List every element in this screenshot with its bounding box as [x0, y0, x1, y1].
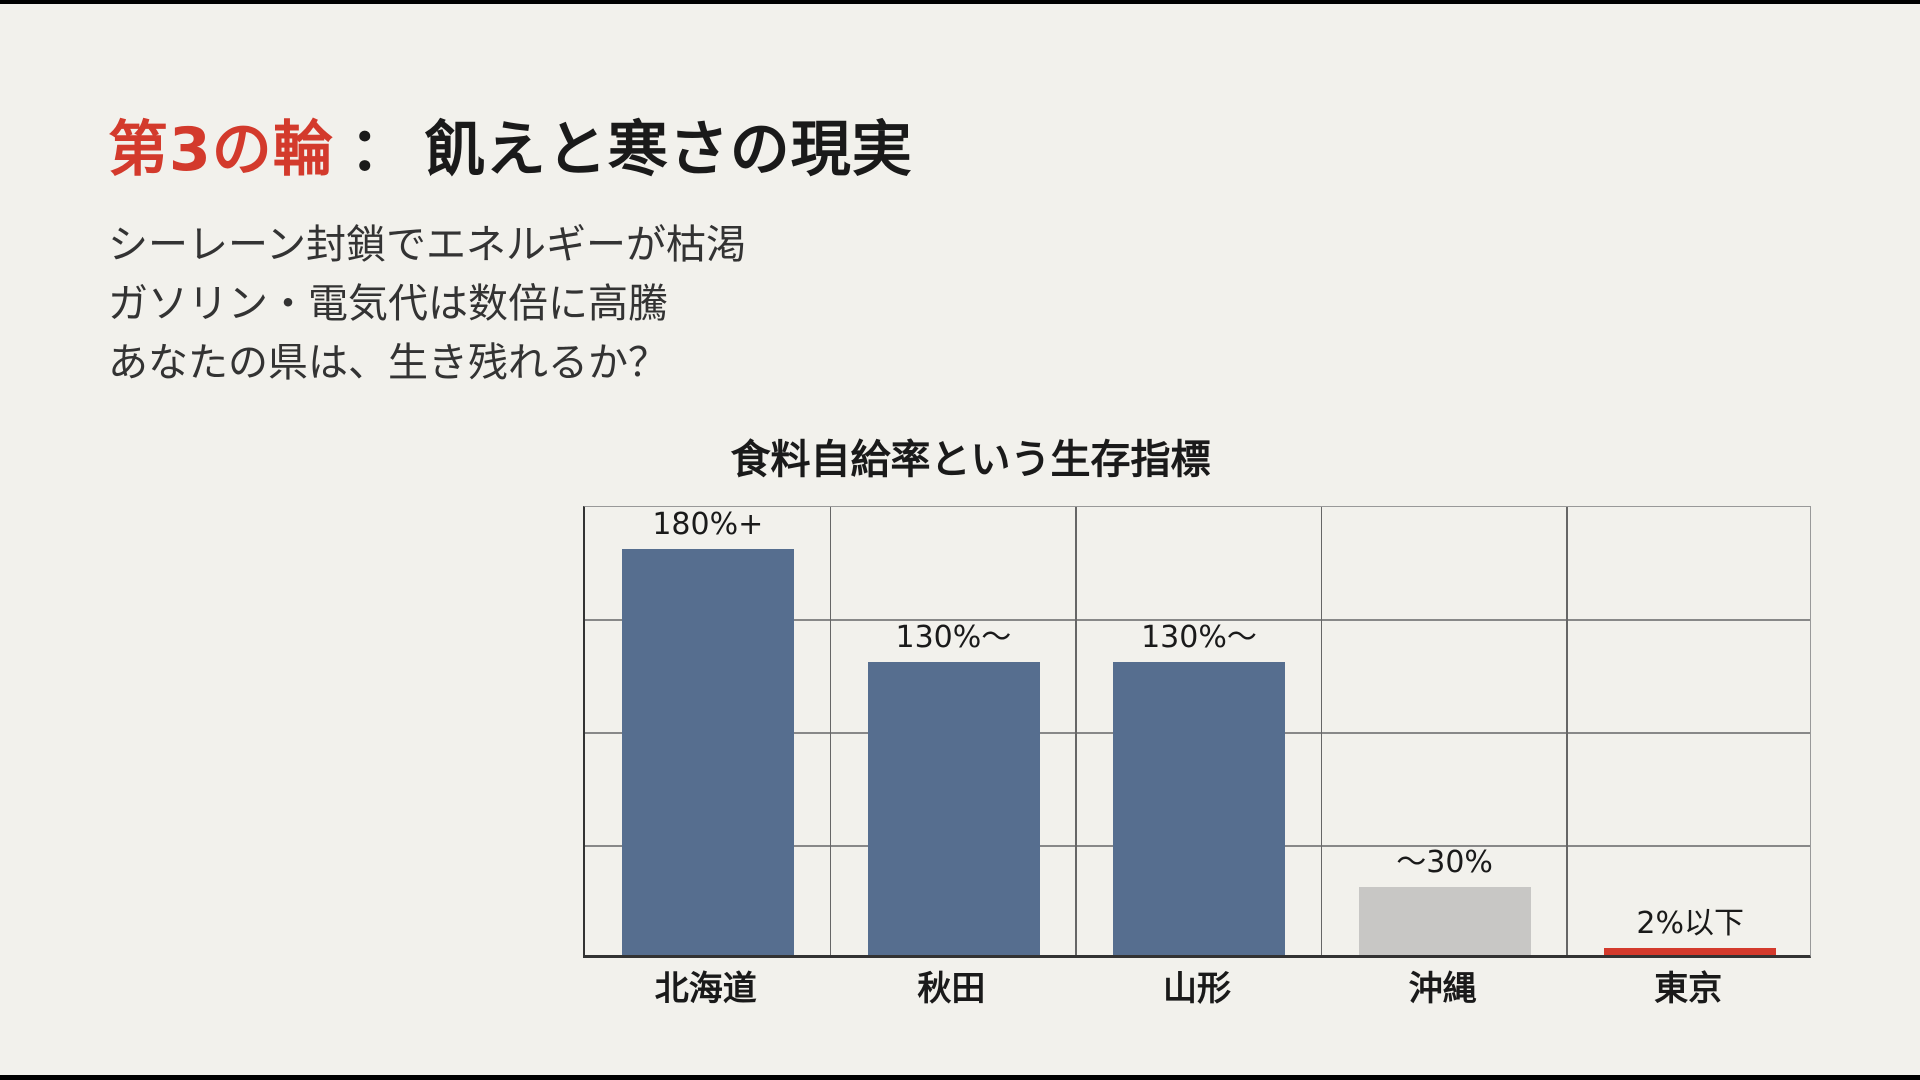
- title-accent: 第3の輪: [108, 115, 334, 185]
- category-label: 東京: [1654, 969, 1723, 1009]
- chart-title: 食料自給率という生存指標: [730, 437, 1211, 483]
- bar-value-label: 〜30%: [1396, 845, 1493, 880]
- grid-line-vertical: [1320, 507, 1323, 955]
- bar: [622, 549, 794, 955]
- category-label: 山形: [1162, 969, 1231, 1009]
- subtitle-block: シーレーン封鎖でエネルギーが枯渇 ガソリン・電気代は数倍に高騰 あなたの県は、生…: [108, 216, 746, 393]
- category-label: 秋田: [917, 969, 986, 1009]
- bar-value-label: 2%以下: [1636, 906, 1744, 941]
- bar: [867, 662, 1040, 955]
- bar-column: 180%+: [585, 507, 831, 955]
- category-label: 北海道: [654, 969, 757, 1009]
- bar-column: 2%以下: [1567, 507, 1813, 955]
- bar-value-label: 130%〜: [1141, 620, 1257, 655]
- bar-chart-plot-area: 180%+ 130%〜 130%〜〜30% 2%以下: [583, 506, 1811, 958]
- letterbox-bottom: [0, 1075, 1920, 1080]
- subtitle-line-1: シーレーン封鎖でエネルギーが枯渇: [108, 222, 746, 268]
- bar: [1604, 948, 1777, 955]
- bar-column: 130%〜: [1076, 507, 1322, 955]
- bar-column: 〜30%: [1322, 507, 1568, 955]
- subtitle-line-2: ガソリン・電気代は数倍に高騰: [108, 281, 668, 327]
- grid-line-vertical: [1075, 507, 1077, 955]
- letterbox-top: [0, 0, 1920, 4]
- bar-column: 130%〜: [831, 507, 1077, 955]
- slide-title: 第3の輪：飢えと寒さの現実: [108, 112, 913, 188]
- bar-value-label: 180%+: [652, 507, 764, 542]
- title-separator: ：: [349, 115, 411, 185]
- grid-line-horizontal: [585, 619, 1810, 621]
- subtitle-line-3: あなたの県は、生き残れるか？: [108, 340, 668, 386]
- grid-line-vertical: [1566, 507, 1568, 955]
- bar: [1358, 887, 1531, 955]
- grid-line-vertical: [829, 507, 832, 955]
- title-rest: 飢えと寒さの現実: [424, 115, 913, 185]
- bar-value-label: 130%〜: [895, 620, 1012, 655]
- category-label: 沖縄: [1408, 969, 1477, 1009]
- bar: [1113, 662, 1286, 955]
